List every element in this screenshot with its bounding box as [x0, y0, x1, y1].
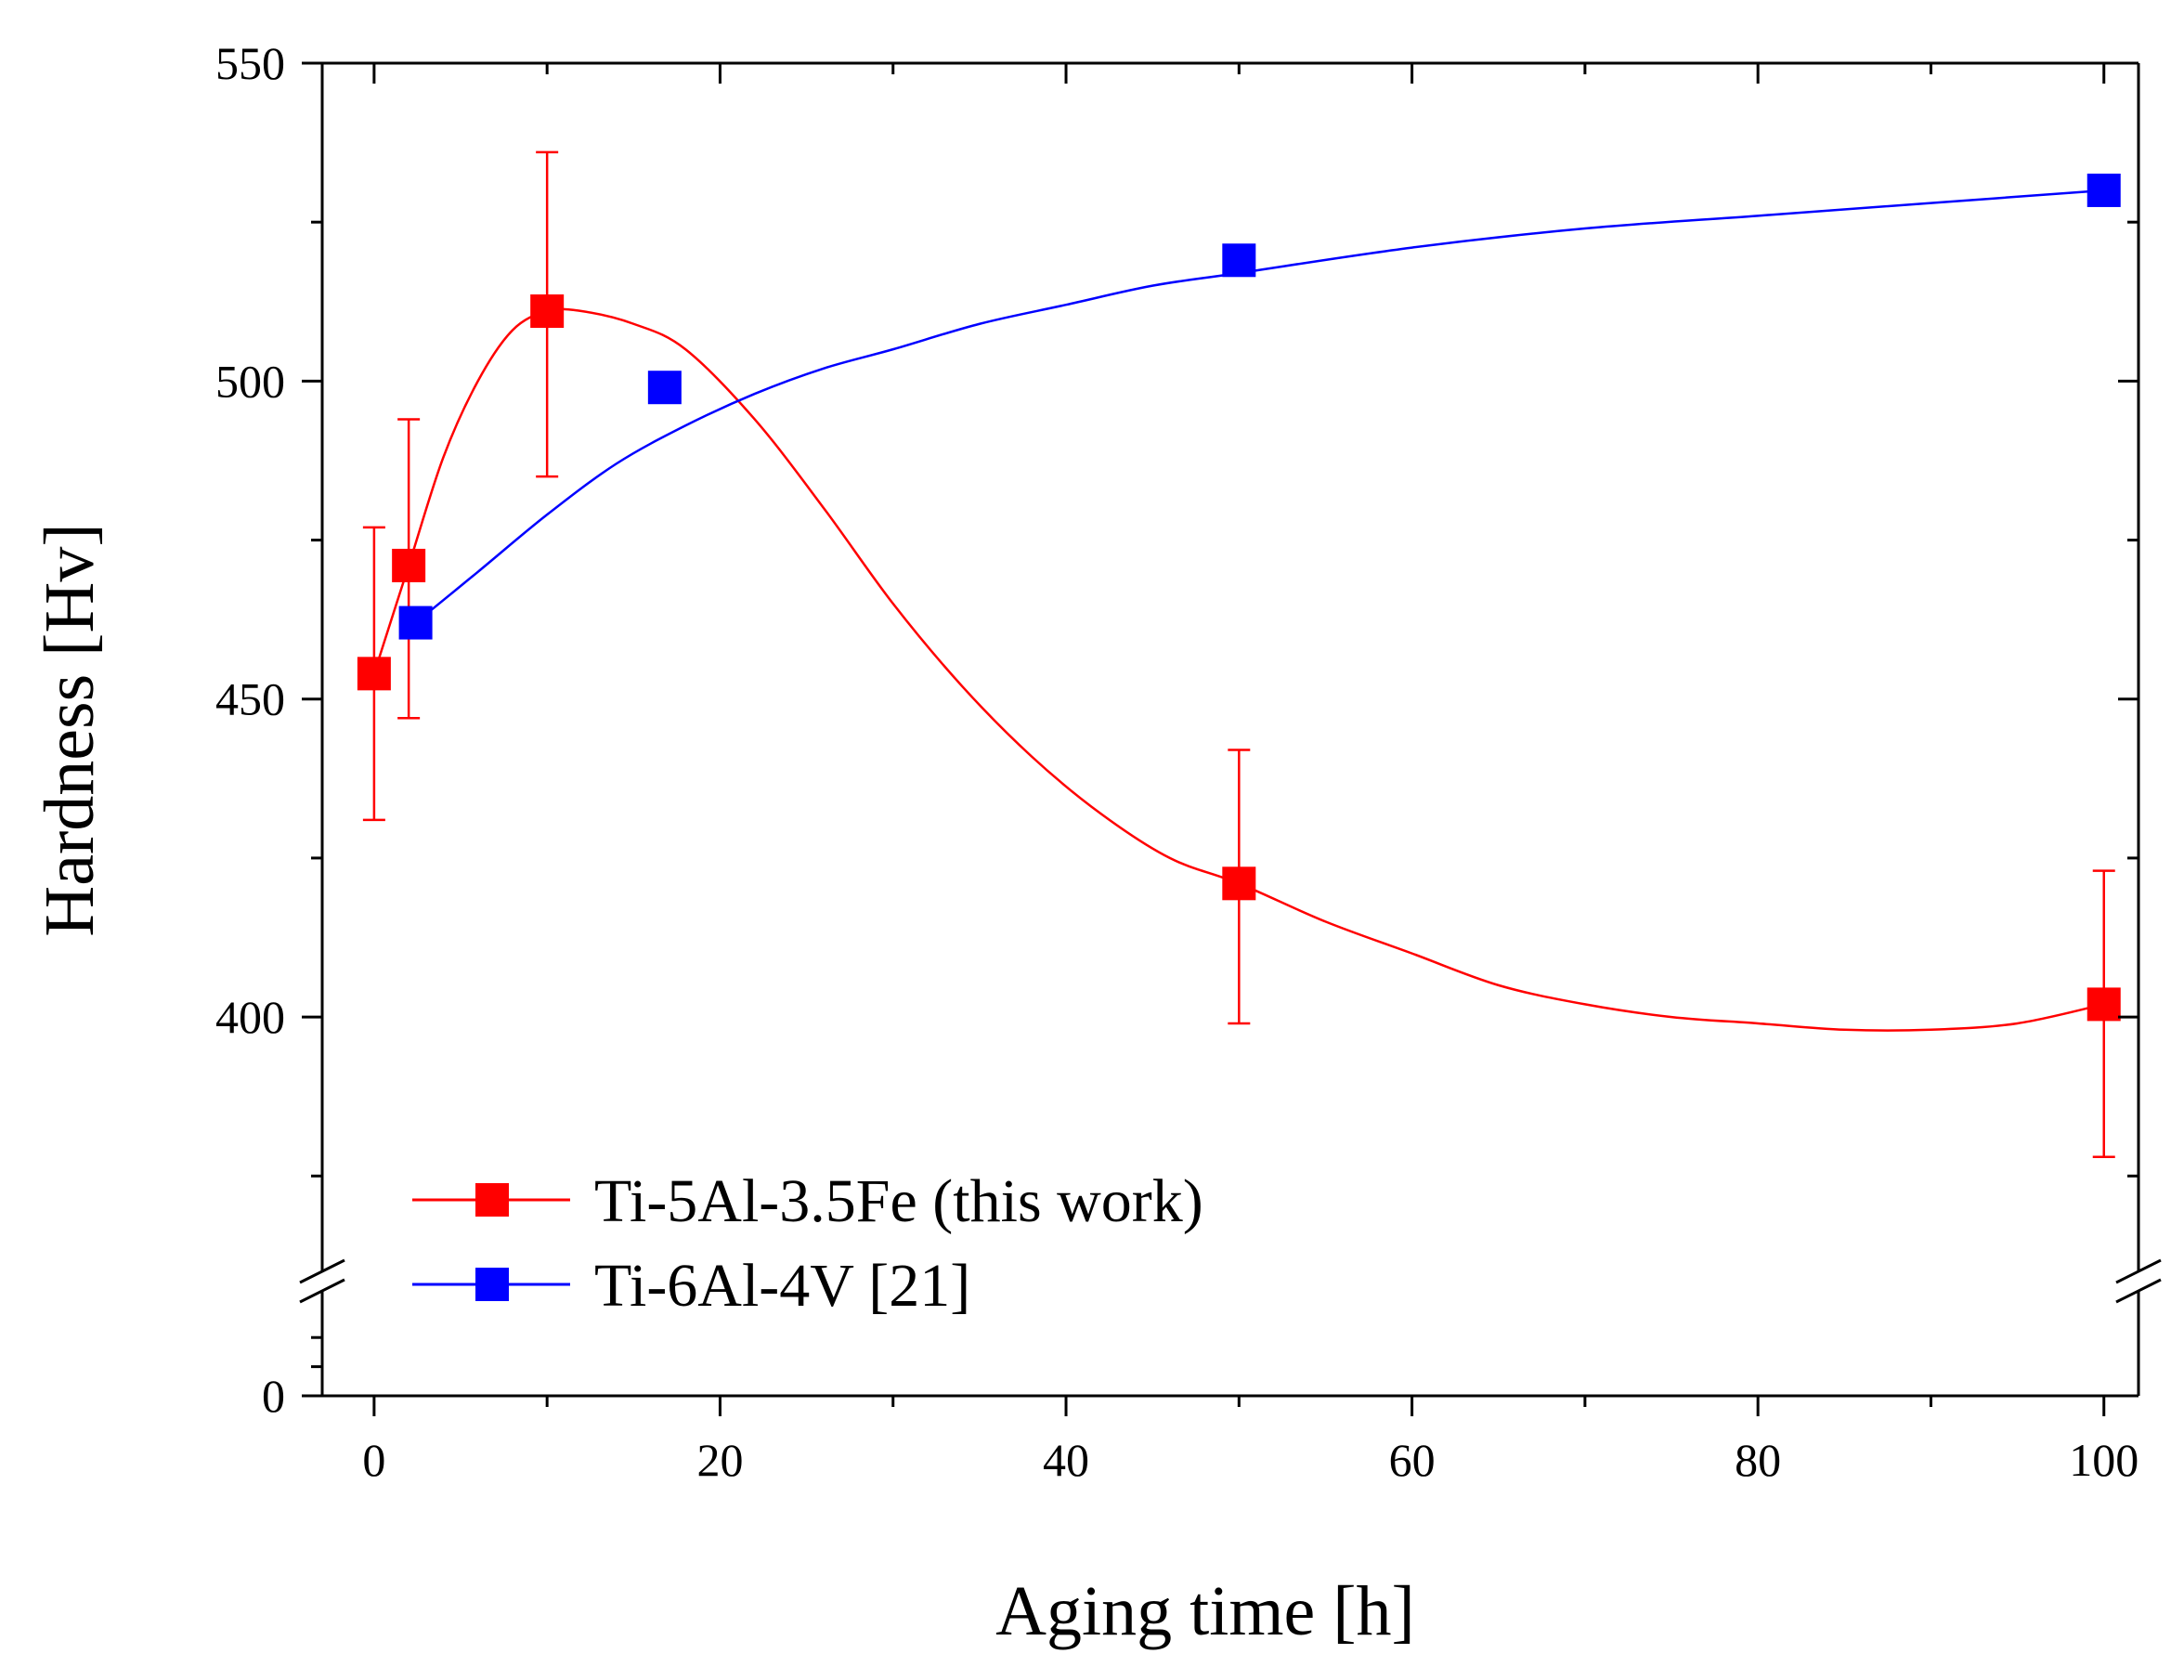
legend: Ti-5Al-3.5Fe (this work) Ti-6Al-4V [21] — [412, 1167, 1203, 1320]
legend-label-series-0: Ti-5Al-3.5Fe (this work) — [594, 1167, 1203, 1235]
fit-curve-series-0 — [372, 307, 2105, 1032]
data-point-series-0-point-0 — [357, 657, 391, 691]
data-point-series-1-point-0 — [398, 606, 433, 640]
data-point-series-0-point-2 — [530, 294, 565, 329]
axis-ticks — [302, 61, 2138, 1416]
fit-curves — [372, 189, 2105, 1032]
axis-break-marks — [299, 1258, 2162, 1304]
data-point-series-1-point-3 — [2086, 173, 2121, 207]
fit-curve-series-1 — [414, 189, 2104, 624]
x-tick-label-40: 40 — [1043, 1434, 1089, 1486]
y-tick-label-550: 550 — [215, 37, 285, 89]
data-point-series-0-point-4 — [2086, 987, 2121, 1022]
break-mark-left-upper — [299, 1258, 345, 1284]
y-tick-label-400: 400 — [215, 991, 285, 1043]
x-tick-labels: 0 20 40 60 80 100 — [362, 1434, 2138, 1486]
x-tick-label-60: 60 — [1389, 1434, 1436, 1486]
data-point-series-0-point-1 — [392, 548, 426, 582]
y-tick-labels: 400 450 500 550 0 — [215, 37, 285, 1422]
x-tick-label-0: 0 — [362, 1434, 385, 1486]
x-tick-label-100: 100 — [2069, 1434, 2138, 1486]
x-tick-label-80: 80 — [1735, 1434, 1781, 1486]
legend-marker-series-0 — [475, 1183, 509, 1217]
break-mark-right-lower — [2115, 1278, 2162, 1304]
data-point-series-1-point-1 — [647, 371, 682, 405]
y-axis-title: Hardness [Hv] — [31, 523, 109, 936]
break-mark-right-upper — [2115, 1258, 2162, 1284]
x-tick-label-20: 20 — [696, 1434, 743, 1486]
y-tick-label-0: 0 — [262, 1370, 285, 1422]
y-tick-label-450: 450 — [215, 673, 285, 725]
legend-label-series-1: Ti-6Al-4V [21] — [594, 1252, 970, 1320]
data-point-series-0-point-3 — [1222, 866, 1256, 901]
break-mark-left-lower — [299, 1278, 345, 1304]
data-markers — [357, 173, 2121, 1022]
legend-marker-series-1 — [475, 1268, 509, 1301]
plot-frame — [320, 61, 2140, 1398]
data-point-series-1-point-2 — [1222, 243, 1256, 278]
y-tick-label-500: 500 — [215, 355, 285, 407]
x-axis-title: Aging time [h] — [995, 1572, 1415, 1650]
